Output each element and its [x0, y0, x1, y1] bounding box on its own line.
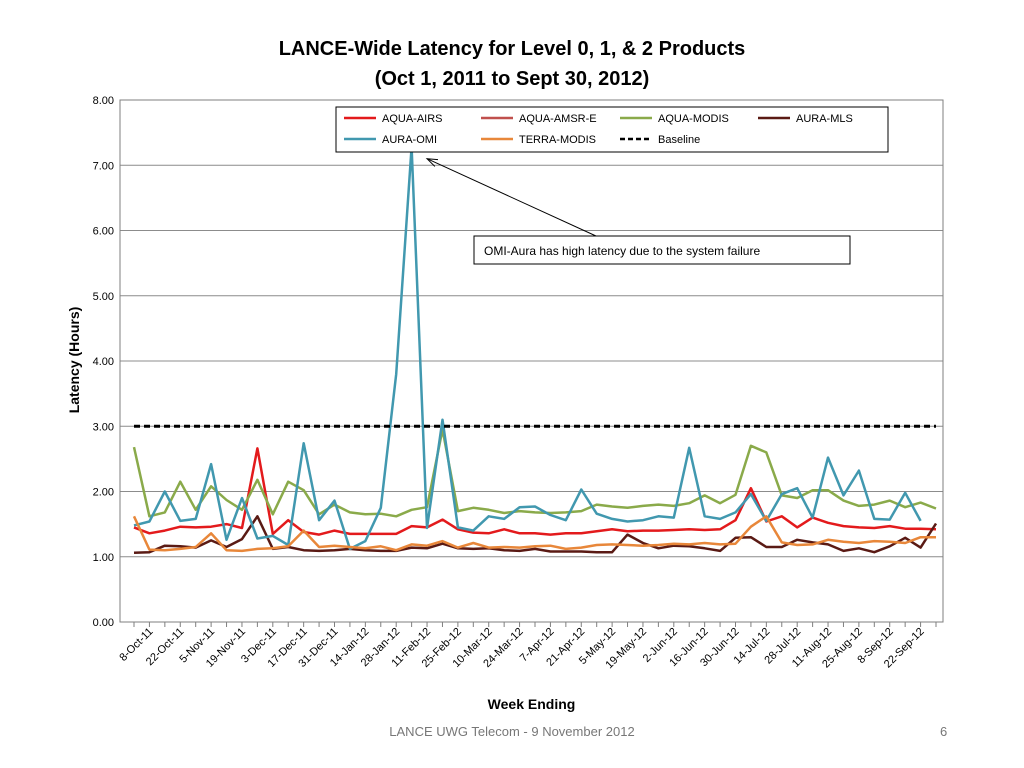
y-tick-label: 2.00	[93, 487, 114, 499]
legend-label-terra-modis: TERRA-MODIS	[519, 134, 596, 146]
y-tick-label: 6.00	[93, 226, 114, 238]
y-tick-label: 0.00	[93, 617, 114, 629]
legend-label-aqua-airs: AQUA-AIRS	[382, 113, 443, 125]
annotation-box	[473, 235, 851, 265]
y-tick-label: 4.00	[93, 356, 114, 368]
y-tick-label: 3.00	[93, 421, 114, 433]
annotation: OMI-Aura has high latency due to the sys…	[425, 158, 851, 265]
slide-footer: LANCE UWG Telecom - 9 November 2012	[389, 724, 635, 739]
x-axis-title: Week Ending	[487, 696, 576, 712]
legend-label-baseline: Baseline	[658, 134, 700, 146]
y-tick-label: 7.00	[93, 160, 114, 172]
series-line-aura-omi	[133, 145, 922, 551]
series-lines	[132, 145, 938, 555]
plot-area	[119, 99, 944, 623]
chart-title: LANCE-Wide Latency for Level 0, 1, & 2 P…	[278, 38, 746, 60]
y-tick-label: 1.00	[93, 552, 114, 564]
y-tick-label: 8.00	[93, 95, 114, 107]
legend: AQUA-AIRS AQUA-AMSR-E AQUA-MODIS AURA-MLS AU…	[335, 106, 889, 153]
legend-label-aqua-amsr-e: AQUA-AMSR-E	[519, 113, 597, 125]
legend-box	[335, 106, 889, 153]
y-tick-label: 5.00	[93, 291, 114, 303]
annotation-arrowhead	[425, 158, 439, 167]
axes: 0.001.002.003.004.005.006.007.008.008-Oc…	[93, 95, 944, 671]
legend-label-aura-omi: AURA-OMI	[382, 134, 437, 146]
series-line-terra-modis	[132, 515, 936, 553]
annotation-arrow	[426, 158, 597, 237]
annotation-text: OMI-Aura has high latency due to the sys…	[484, 244, 760, 258]
legend-label-aqua-modis: AQUA-MODIS	[658, 113, 729, 125]
legend-label-aura-mls: AURA-MLS	[796, 113, 853, 125]
page-number: 6	[940, 724, 948, 739]
chart-subtitle: (Oct 1, 2011 to Sept 30, 2012)	[374, 68, 650, 90]
